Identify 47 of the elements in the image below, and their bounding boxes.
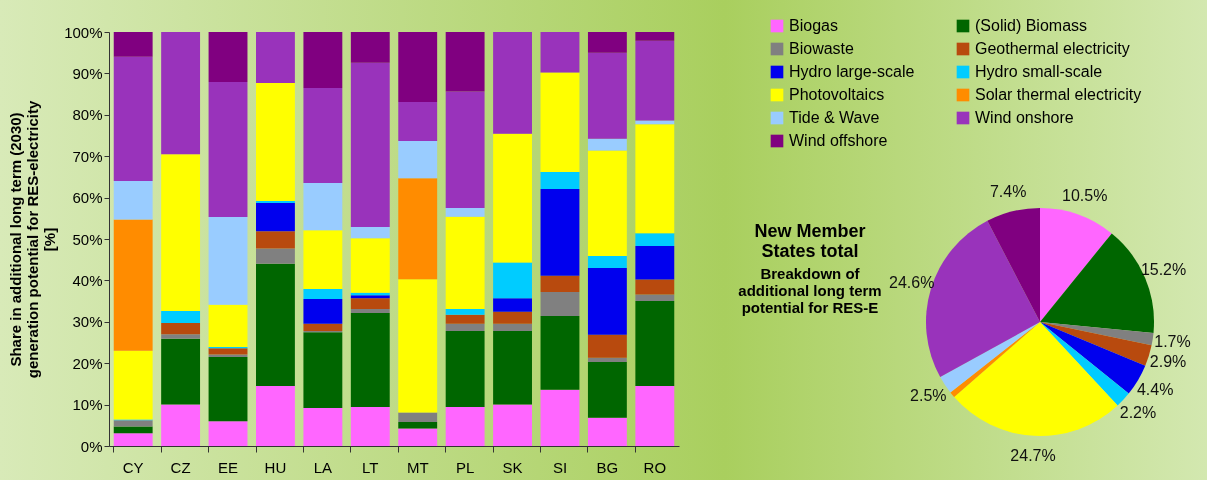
y-tick-label: 20% — [72, 354, 103, 372]
x-tick-label: LA — [313, 458, 333, 476]
x-tick-label: CZ — [170, 458, 191, 476]
legend-label: Photovoltaics — [789, 86, 885, 103]
y-tick-label: 30% — [72, 313, 103, 331]
y-tick-label: 80% — [72, 106, 103, 124]
x-tick-label: EE — [218, 458, 239, 476]
data-label: 10.5% — [1062, 186, 1108, 204]
x-tick-label: SK — [502, 458, 523, 476]
y-tick-label: 70% — [72, 147, 103, 165]
data-label: 2.2% — [1119, 404, 1157, 422]
legend-label: Tide & Wave — [789, 109, 880, 126]
legend-label: (Solid) Biomass — [975, 17, 1088, 34]
data-label: 7.4% — [989, 182, 1027, 200]
data-label: 2.9% — [1149, 352, 1187, 370]
x-tick-label: RO — [643, 458, 667, 476]
data-label: 15.2% — [1140, 261, 1187, 279]
data-label: 4.4% — [1136, 381, 1174, 399]
data-label: 24.7% — [1010, 446, 1056, 464]
x-tick-label: CY — [122, 458, 144, 476]
legend-label: Biogas — [789, 17, 838, 34]
y-tick-label: 10% — [72, 396, 103, 414]
y-tick-label: 60% — [72, 189, 103, 207]
y-tick-label: 100% — [64, 23, 103, 41]
y-tick-label: 90% — [72, 64, 103, 82]
text: Breakdown of additional long term potential for RES-E — [738, 265, 882, 316]
y-tick-label: 50% — [72, 230, 103, 248]
legend-label: Biowaste — [789, 40, 855, 57]
y-tick-label: 0% — [80, 437, 103, 455]
x-tick-label: SI — [552, 458, 568, 476]
legend-label: Hydro large-scale — [789, 63, 915, 80]
data-label: 24.6% — [889, 274, 935, 292]
x-tick-label: LT — [362, 458, 379, 476]
legend-label: Hydro small-scale — [975, 63, 1103, 80]
legend-label: Wind offshore — [789, 132, 888, 149]
legend-label: Wind onshore — [975, 109, 1074, 126]
text: New Member States total — [754, 221, 866, 261]
data-label: 1.7% — [1154, 333, 1191, 351]
x-tick-label: PL — [455, 458, 475, 476]
legend-label: Solar thermal electricity — [975, 86, 1142, 103]
x-tick-label: MT — [406, 458, 429, 476]
x-tick-label: BG — [596, 458, 619, 476]
data-label: 2.5% — [910, 387, 947, 405]
y-tick-label: 40% — [72, 271, 103, 289]
x-tick-label: HU — [264, 458, 287, 476]
y-axis-title: Share in additional long term (2030) generation potential for RES-electricity [%] — [7, 100, 59, 379]
legend-label: Geothermal electricity — [975, 40, 1130, 57]
